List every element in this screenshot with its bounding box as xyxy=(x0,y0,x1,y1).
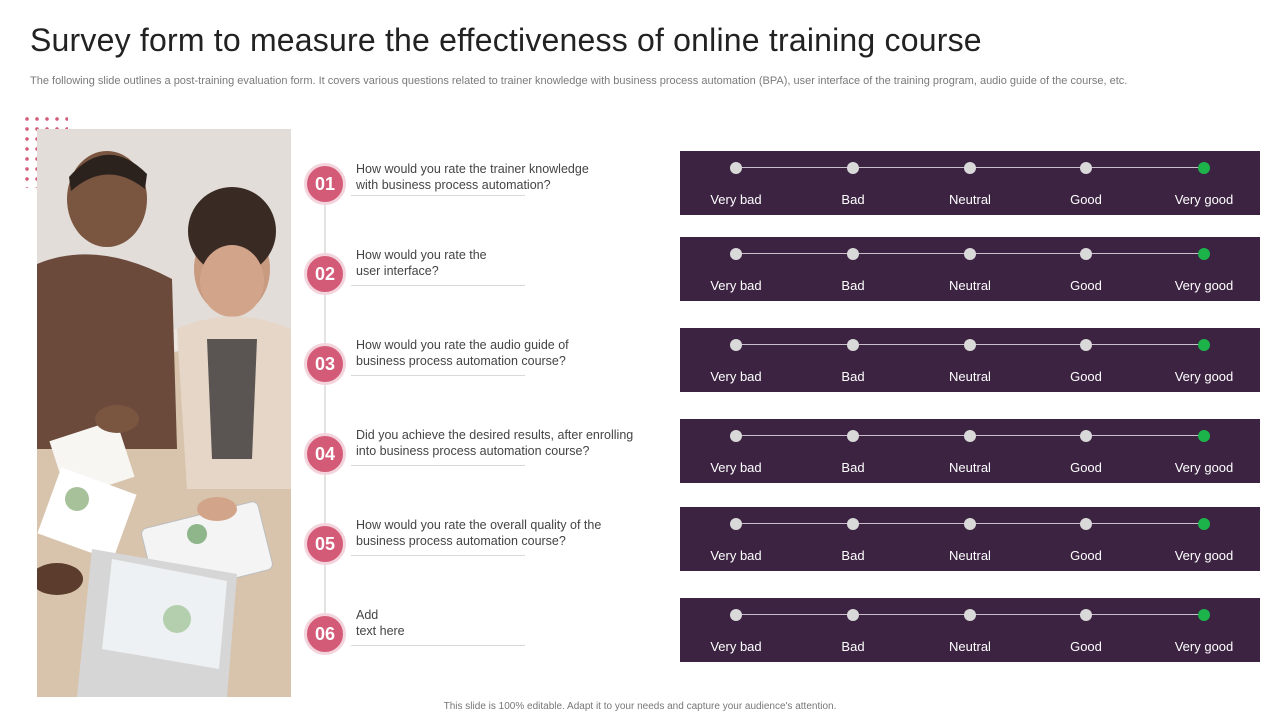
rating-option-dot[interactable] xyxy=(1080,609,1092,621)
rating-option-dot[interactable] xyxy=(1198,430,1210,442)
rating-scale-4: Very bad Bad Neutral Good Very good xyxy=(680,419,1260,483)
rating-option-label: Good xyxy=(1070,369,1102,384)
rating-option-label: Bad xyxy=(841,460,865,475)
rating-option-dot[interactable] xyxy=(730,609,742,621)
page-subtitle: The following slide outlines a post-trai… xyxy=(30,75,1128,87)
question-item-3: 03 How would you rate the audio guide of… xyxy=(304,338,664,403)
footer-note: This slide is 100% editable. Adapt it to… xyxy=(443,701,837,712)
rating-option-label: Bad xyxy=(841,278,865,293)
rating-option-dot[interactable] xyxy=(847,162,859,174)
rating-scale-5: Very bad Bad Neutral Good Very good xyxy=(680,507,1260,571)
rating-option-dot[interactable] xyxy=(1198,518,1210,530)
question-item-6: 06 Add text here xyxy=(304,608,664,673)
rating-option-label: Very bad xyxy=(710,548,762,563)
rating-option-label: Very bad xyxy=(710,369,762,384)
rating-option-dot[interactable] xyxy=(964,339,976,351)
rating-option-label: Neutral xyxy=(949,369,991,384)
rating-option-dot[interactable] xyxy=(1080,518,1092,530)
rating-option-label: Neutral xyxy=(949,548,991,563)
rating-option-dot[interactable] xyxy=(964,430,976,442)
question-text: How would you rate the trainer knowledge… xyxy=(356,162,589,192)
question-number-badge: 03 xyxy=(304,343,346,385)
rating-option-dot[interactable] xyxy=(1080,248,1092,260)
rating-option-dot[interactable] xyxy=(964,162,976,174)
question-text: How would you rate the overall quality o… xyxy=(356,518,602,548)
rating-option-label: Good xyxy=(1070,460,1102,475)
rating-option-label: Very bad xyxy=(710,460,762,475)
rating-option-dot[interactable] xyxy=(1080,430,1092,442)
rating-option-label: Neutral xyxy=(949,192,991,207)
rating-option-dot[interactable] xyxy=(730,248,742,260)
rating-option-dot[interactable] xyxy=(1198,162,1210,174)
rating-option-dot[interactable] xyxy=(730,162,742,174)
page-title: Survey form to measure the effectiveness… xyxy=(30,22,982,58)
rating-option-label: Very bad xyxy=(710,639,762,654)
rating-option-label: Very good xyxy=(1174,278,1234,293)
question-divider xyxy=(351,375,525,376)
question-text: Add text here xyxy=(356,608,405,638)
question-number-badge: 05 xyxy=(304,523,346,565)
rating-option-dot[interactable] xyxy=(1198,609,1210,621)
question-text: How would you rate the user interface? xyxy=(356,248,487,278)
rating-option-dot[interactable] xyxy=(1080,162,1092,174)
rating-option-dot[interactable] xyxy=(964,609,976,621)
rating-option-dot[interactable] xyxy=(730,518,742,530)
rating-option-dot[interactable] xyxy=(1080,339,1092,351)
rating-option-dot[interactable] xyxy=(847,609,859,621)
rating-option-dot[interactable] xyxy=(847,518,859,530)
question-divider xyxy=(351,465,525,466)
question-item-5: 05 How would you rate the overall qualit… xyxy=(304,518,664,583)
rating-option-label: Very good xyxy=(1174,460,1234,475)
question-divider xyxy=(351,285,525,286)
rating-option-label: Good xyxy=(1070,192,1102,207)
rating-option-label: Bad xyxy=(841,369,865,384)
rating-option-label: Very good xyxy=(1174,548,1234,563)
rating-scale-3: Very bad Bad Neutral Good Very good xyxy=(680,328,1260,392)
question-divider xyxy=(351,645,525,646)
rating-option-label: Good xyxy=(1070,639,1102,654)
question-number-badge: 06 xyxy=(304,613,346,655)
rating-option-dot[interactable] xyxy=(1198,248,1210,260)
rating-option-dot[interactable] xyxy=(847,248,859,260)
question-item-4: 04 Did you achieve the desired results, … xyxy=(304,428,664,493)
question-divider xyxy=(351,195,525,196)
rating-option-label: Bad xyxy=(841,639,865,654)
rating-option-label: Very good xyxy=(1174,639,1234,654)
rating-option-label: Bad xyxy=(841,548,865,563)
rating-option-dot[interactable] xyxy=(964,248,976,260)
rating-option-dot[interactable] xyxy=(847,430,859,442)
question-divider xyxy=(351,555,525,556)
rating-scale-1: Very bad Bad Neutral Good Very good xyxy=(680,151,1260,215)
rating-option-label: Very good xyxy=(1174,192,1234,207)
rating-option-label: Good xyxy=(1070,278,1102,293)
question-text: Did you achieve the desired results, aft… xyxy=(356,428,634,458)
rating-option-label: Neutral xyxy=(949,278,991,293)
timeline-connector xyxy=(324,176,326,636)
question-item-1: 01 How would you rate the trainer knowle… xyxy=(304,162,664,223)
rating-option-label: Good xyxy=(1070,548,1102,563)
rating-option-label: Very bad xyxy=(710,192,762,207)
rating-scale-2: Very bad Bad Neutral Good Very good xyxy=(680,237,1260,301)
rating-option-label: Neutral xyxy=(949,460,991,475)
rating-scale-6: Very bad Bad Neutral Good Very good xyxy=(680,598,1260,662)
rating-option-label: Neutral xyxy=(949,639,991,654)
question-number-badge: 02 xyxy=(304,253,346,295)
question-item-2: 02 How would you rate the user interface… xyxy=(304,248,664,313)
rating-option-dot[interactable] xyxy=(1198,339,1210,351)
rating-option-label: Very bad xyxy=(710,278,762,293)
rating-option-dot[interactable] xyxy=(730,430,742,442)
question-number-badge: 01 xyxy=(304,163,346,205)
rating-option-dot[interactable] xyxy=(730,339,742,351)
rating-option-label: Very good xyxy=(1174,369,1234,384)
rating-option-label: Bad xyxy=(841,192,865,207)
rating-option-dot[interactable] xyxy=(847,339,859,351)
rating-option-dot[interactable] xyxy=(964,518,976,530)
office-meeting-photo xyxy=(37,129,291,697)
question-text: How would you rate the audio guide of bu… xyxy=(356,338,569,368)
question-number-badge: 04 xyxy=(304,433,346,475)
